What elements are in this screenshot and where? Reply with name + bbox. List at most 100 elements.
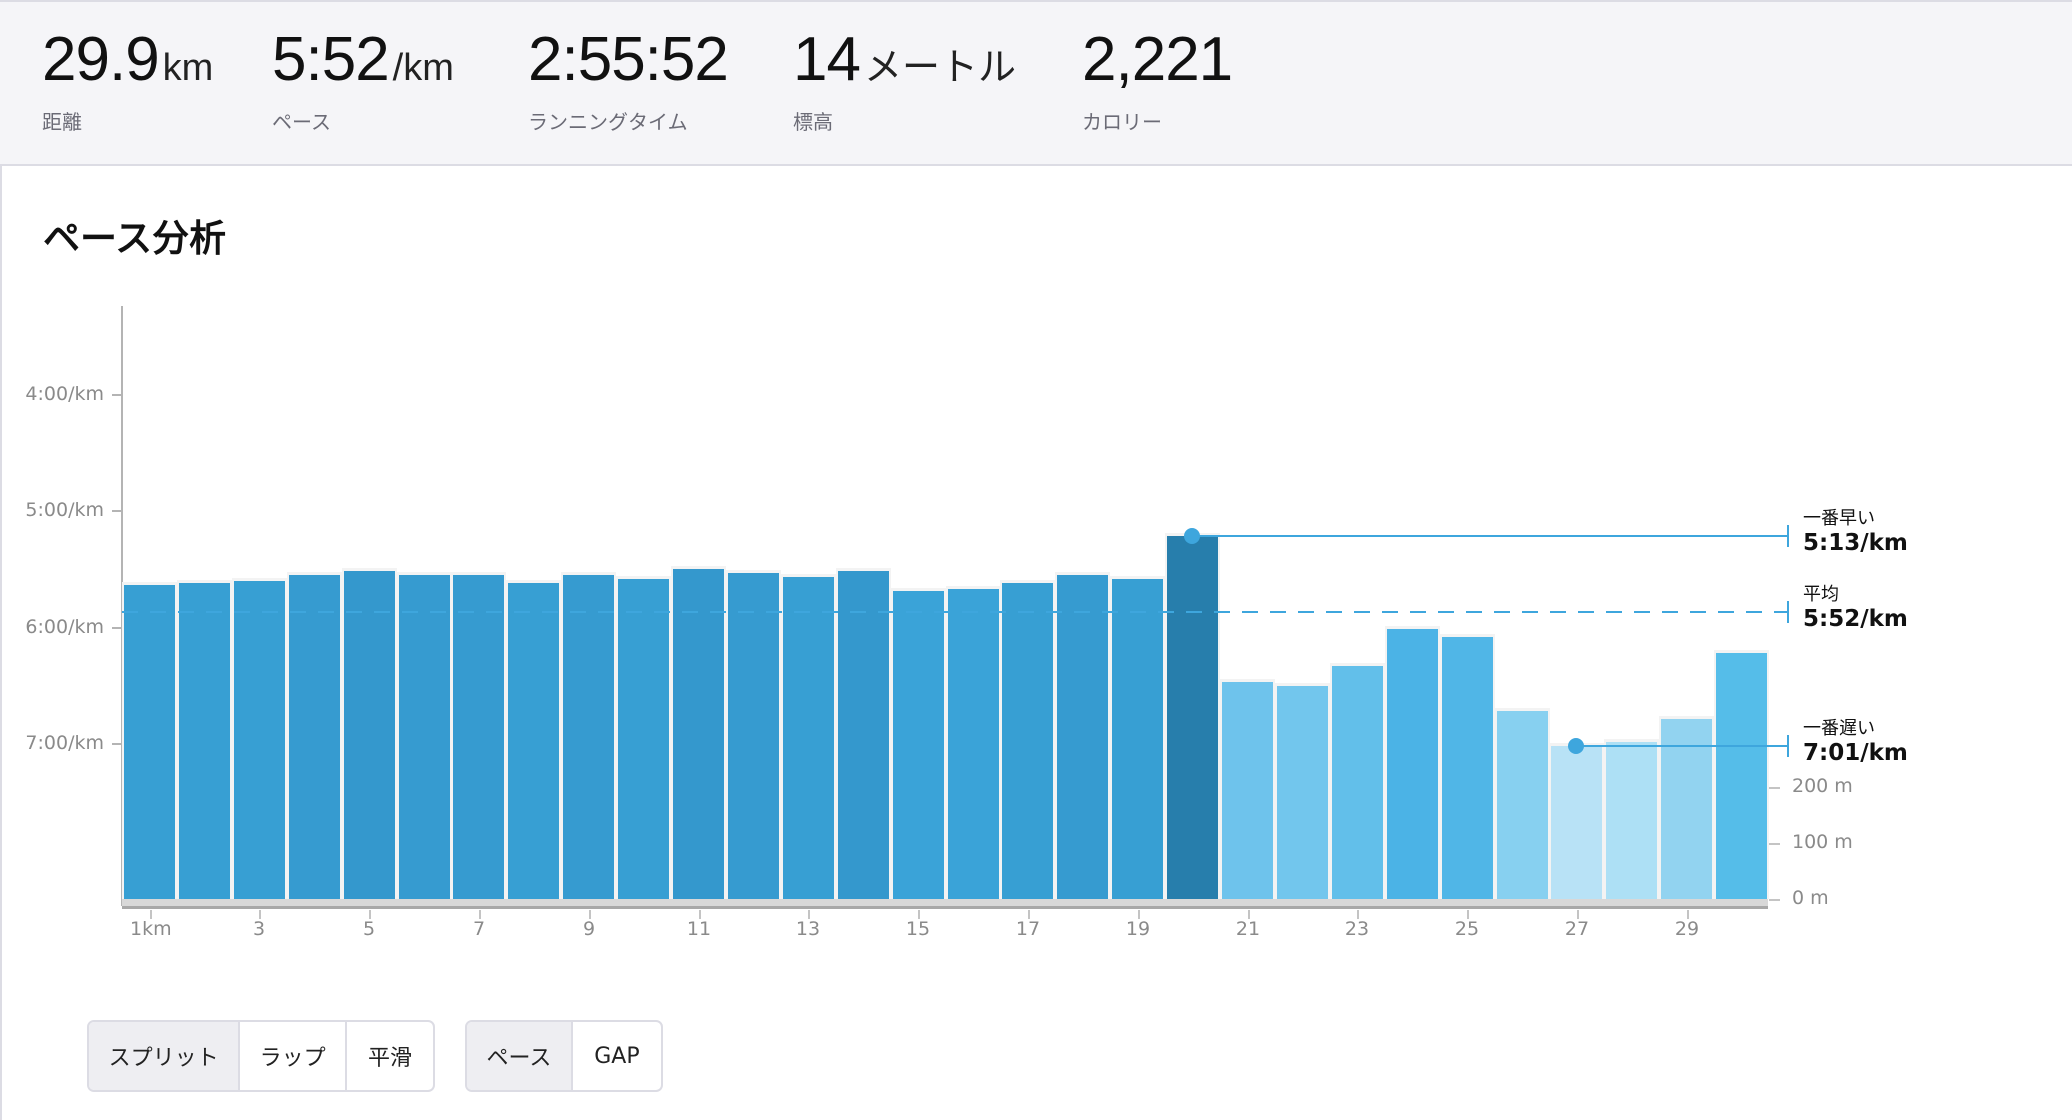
x-tick-label: 15 [905, 918, 931, 940]
y-tick [112, 743, 121, 745]
y-tick [112, 626, 121, 629]
pace-bar-km-11[interactable] [671, 566, 726, 899]
x-tick [589, 910, 591, 919]
stat-value: 14 [793, 25, 861, 94]
pace-bar-km-30[interactable] [1714, 650, 1769, 899]
left-border [0, 0, 2, 1120]
stat-label: ランニングタイム [528, 110, 688, 134]
pace-bar-km-21[interactable] [1220, 679, 1275, 899]
x-tick-label: 13 [795, 918, 821, 940]
slowest-value: 7:01/km [1803, 740, 1908, 766]
mode_group-option-1[interactable]: ラップ [240, 1022, 348, 1090]
bar-fill [783, 577, 834, 899]
x-tick-label: 3 [252, 918, 266, 940]
pace-bar-km-26[interactable] [1495, 708, 1550, 899]
stat-unit: /km [392, 47, 454, 89]
slowest-label: 一番遅い 7:01/km [1803, 718, 1908, 766]
pace-bar-km-19[interactable] [1110, 576, 1165, 899]
pace-bar-km-23[interactable] [1330, 663, 1385, 899]
pace-bar-km-14[interactable] [836, 568, 891, 899]
x-tick [1577, 910, 1579, 919]
x-tick-label: 7 [472, 918, 486, 940]
fastest-name: 一番早い [1803, 508, 1875, 529]
stat-running-time: 2:55:52 ランニングタイム [528, 24, 729, 135]
x-tick-label: 21 [1235, 918, 1261, 940]
pace-bar-km-3[interactable] [232, 578, 287, 899]
bar-fill [289, 575, 340, 899]
pace-bar-km-16[interactable] [946, 586, 1001, 899]
fastest-line [1192, 535, 1788, 537]
pace-bar-km-22[interactable] [1275, 683, 1330, 899]
bar-fill [1442, 637, 1493, 899]
bar-fill [179, 583, 230, 899]
pace-bar-km-2[interactable] [177, 580, 232, 899]
bar-fill [1387, 629, 1438, 899]
pace-bar-km-5[interactable] [342, 568, 397, 899]
mode_group-option-0[interactable]: スプリット [89, 1022, 241, 1090]
mode_group-option-2[interactable]: 平滑 [368, 1046, 413, 1071]
pace-bar-km-4[interactable] [287, 572, 342, 899]
bar-fill [1497, 711, 1548, 899]
pace-bar-km-18[interactable] [1055, 572, 1110, 899]
pace-bar-km-1[interactable] [122, 582, 177, 899]
bar-fill [1332, 666, 1383, 899]
pace-bar-km-8[interactable] [506, 580, 561, 899]
y-tick [112, 510, 121, 512]
pace-bar-km-12[interactable] [726, 570, 781, 899]
fastest-marker[interactable] [1184, 528, 1200, 544]
x-tick [1138, 910, 1140, 919]
slowest-marker[interactable] [1568, 738, 1584, 754]
pace-bar-km-29[interactable] [1659, 716, 1714, 899]
metric_group-option-1[interactable]: GAP [594, 1043, 640, 1069]
x-tick-label: 17 [1015, 918, 1041, 940]
bar-fill [508, 583, 559, 899]
stat-distance: 29.9 km 距離 [42, 24, 213, 135]
pace-bar-km-17[interactable] [1000, 580, 1055, 899]
average-line [122, 611, 1788, 613]
bar-fill [453, 575, 504, 899]
pace-bar-km-27[interactable] [1549, 743, 1604, 899]
elevation-tick [1769, 843, 1780, 845]
x-tick [1687, 910, 1689, 919]
x-tick [259, 910, 261, 919]
bar-fill [344, 571, 395, 899]
pace-bar-km-7[interactable] [451, 572, 506, 899]
fastest-cap [1787, 525, 1789, 547]
pace-bar-km-9[interactable] [561, 572, 616, 899]
stat-label: 標高 [793, 110, 833, 134]
elevation-tick [1769, 787, 1780, 789]
elevation-tick-label: 0 m [1792, 887, 1829, 909]
bar-fill [1716, 653, 1767, 899]
average-label: 平均 5:52/km [1803, 584, 1908, 632]
x-tick [479, 910, 481, 919]
x-tick [1467, 910, 1469, 919]
y-tick-label: 6:00/km [25, 615, 104, 638]
bar-fill [1057, 575, 1108, 899]
bar-fill [1222, 682, 1273, 899]
pace-bar-km-6[interactable] [397, 572, 452, 899]
split-mode-toggle: スプリット ラップ 平滑 [87, 1020, 435, 1092]
bar-fill [1002, 583, 1053, 899]
y-tick-label: 4:00/km [25, 382, 104, 405]
bar-fill [563, 575, 614, 899]
pace-bar-km-25[interactable] [1440, 634, 1495, 899]
stat-label: ペース [272, 110, 331, 134]
x-tick [918, 910, 920, 919]
elevation-tick [1769, 899, 1780, 901]
metric-toggle: ペース GAP [465, 1020, 663, 1092]
pace-bar-km-15[interactable] [891, 588, 946, 899]
y-tick-label: 5:00/km [25, 499, 104, 521]
pace-bar-km-28[interactable] [1604, 739, 1659, 899]
pace-bar-km-10[interactable] [616, 576, 671, 899]
bar-fill [618, 579, 669, 899]
pace-bar-km-24[interactable] [1385, 626, 1440, 899]
bar-fill [1112, 579, 1163, 899]
elevation-strip [122, 899, 1768, 908]
pace-bar-km-13[interactable] [781, 574, 836, 899]
stat-value: 2,221 [1082, 25, 1233, 94]
stats-header: 29.9 km 距離 5:52/km ペース 2:55:52 ランニングタイム 1… [0, 0, 2072, 166]
metric_group-option-0[interactable]: ペース [467, 1022, 573, 1090]
pace-bar-km-20[interactable] [1165, 533, 1220, 899]
average-value: 5:52/km [1803, 606, 1908, 632]
